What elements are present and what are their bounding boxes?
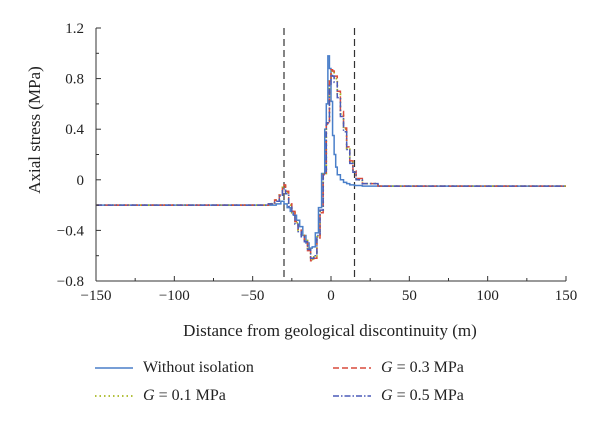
tick-group: −150 −100 −50 0 50 100 150 −0.8 −0.4 0 0.4 0.8 1.2 — [57, 21, 577, 304]
x-tick-label: −150 — [81, 288, 112, 304]
y-tick-label: 1.2 — [65, 21, 84, 37]
series-line-2 — [96, 69, 566, 262]
legend-label: G = 0.5 MPa — [381, 387, 464, 404]
y-axis-title: Axial stress (MPa) — [25, 66, 44, 193]
data-series-group — [96, 55, 566, 262]
legend-item-g-0-1: G = 0.1 MPa — [95, 384, 226, 408]
y-tick-label: 0.8 — [65, 72, 84, 88]
legend-swatch-solid — [95, 367, 133, 369]
x-tick-label: −100 — [159, 288, 190, 304]
y-tick-label: 0.4 — [65, 122, 84, 138]
legend-item-g-0-5: G = 0.5 MPa — [333, 384, 464, 408]
legend-label: Without isolation — [143, 359, 254, 376]
legend-item-without-isolation: Without isolation — [95, 356, 254, 380]
series-line-1 — [96, 70, 566, 261]
y-tick-label: −0.4 — [57, 223, 85, 239]
legend-label: G = 0.1 MPa — [143, 387, 226, 404]
legend-label: G = 0.3 MPa — [381, 359, 464, 376]
legend: Without isolation G = 0.3 MPa G = 0.1 MP… — [95, 356, 535, 416]
x-tick-label: 0 — [327, 288, 335, 304]
series-line-3 — [96, 74, 566, 259]
y-tick-label: −0.8 — [57, 274, 84, 290]
x-tick-label: 50 — [402, 288, 417, 304]
legend-swatch-dashdot — [333, 395, 371, 397]
plot-axes — [95, 28, 566, 282]
x-tick-label: 100 — [476, 288, 499, 304]
x-tick-label: −50 — [241, 288, 264, 304]
y-tick-label: 0 — [77, 173, 85, 189]
x-axis-title: Distance from geological discontinuity (… — [183, 321, 477, 340]
legend-item-g-0-3: G = 0.3 MPa — [333, 356, 464, 380]
legend-swatch-dotted — [95, 395, 133, 397]
x-tick-label: 150 — [555, 288, 578, 304]
legend-swatch-dashed — [333, 367, 371, 369]
discontinuity-markers — [283, 28, 356, 281]
